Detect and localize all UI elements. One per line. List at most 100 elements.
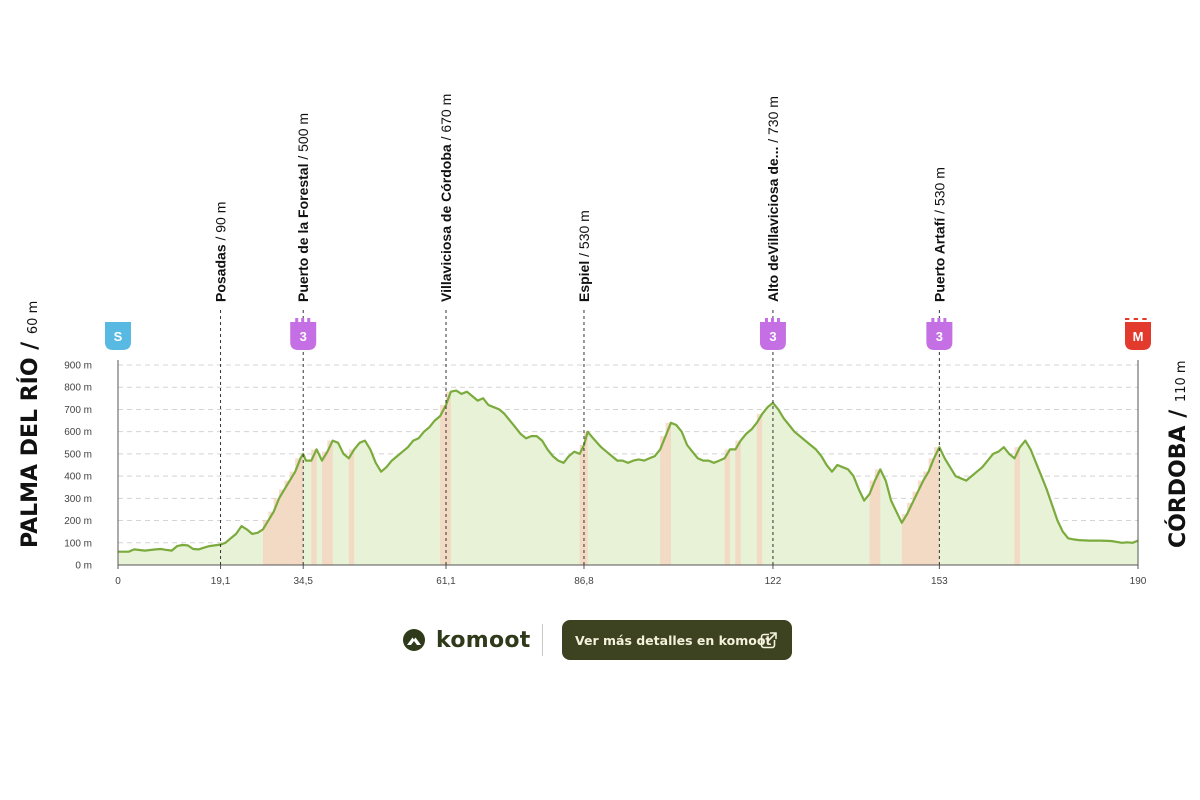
- steep-segment: [440, 405, 447, 565]
- y-tick-label: 800 m: [64, 383, 92, 394]
- brand-name: komoot: [436, 627, 531, 653]
- badge-finish: M: [1125, 318, 1151, 350]
- y-tick-label: 500 m: [64, 449, 92, 460]
- steep-segment: [907, 502, 913, 565]
- badge-climb: 3: [759, 318, 786, 350]
- view-details-button[interactable]: Ver más detalles en komoot: [562, 620, 792, 660]
- badge-crest: [770, 318, 774, 323]
- steep-segment: [923, 471, 929, 565]
- badge-shield: [1125, 322, 1151, 350]
- y-tick-label: 100 m: [64, 538, 92, 549]
- steep-segment: [583, 431, 588, 565]
- steep-segment: [348, 449, 355, 565]
- elevation-line: [118, 389, 1139, 553]
- badge-check: [1142, 318, 1147, 320]
- x-tick-label: 61,1: [436, 576, 456, 587]
- steep-segment: [300, 453, 304, 565]
- steep-segment: [268, 511, 274, 565]
- badge-check: [1138, 320, 1143, 322]
- y-tick-label: 200 m: [64, 516, 92, 527]
- badge-climb: 3: [926, 318, 953, 350]
- divider: [542, 624, 543, 656]
- x-tick-label: 153: [931, 576, 948, 587]
- endpoint-label: PALMA DEL RÍO / 60 m: [17, 301, 43, 548]
- badge-text: M: [1133, 329, 1144, 344]
- badge-check: [1129, 320, 1134, 322]
- waypoint-label: Puerto Artafí / 530 m: [931, 167, 947, 302]
- waypoints: Posadas / 90 m Puerto de la Forestal / 50…: [213, 94, 947, 565]
- badge-text: 3: [936, 329, 943, 344]
- badge-crest: [943, 318, 947, 323]
- badge-check: [1125, 318, 1130, 320]
- badge-start: S: [105, 322, 131, 350]
- waypoint-label: Posadas / 90 m: [213, 202, 229, 302]
- steep-segment: [262, 520, 269, 565]
- y-tick-label: 400 m: [64, 472, 92, 483]
- badge-text: S: [114, 329, 123, 344]
- steep-segment: [295, 458, 301, 565]
- steep-segment: [311, 449, 317, 565]
- elevation-area: [118, 390, 1138, 565]
- steep-segment: [579, 445, 584, 565]
- waypoint-label: Alto deVillaviciosa de... / 730 m: [765, 96, 781, 302]
- steep-segment: [665, 422, 671, 565]
- x-tick-label: 34,5: [293, 576, 313, 587]
- elevation-line-path: [118, 389, 1139, 553]
- x-tick-label: 19,1: [211, 576, 231, 587]
- steep-segment: [874, 469, 881, 565]
- endpoint-labels: PALMA DEL RÍO / 60 m CÓRDOBA / 110 m: [17, 301, 1191, 548]
- steep-segment: [917, 480, 924, 565]
- komoot-brand[interactable]: komoot: [402, 624, 531, 656]
- axes: 0 m 100 m 200 m 300 m 400 m 500 m 600 m 700 m 80…: [64, 360, 1147, 587]
- waypoint-label: Puerto de la Forestal / 500 m: [295, 113, 311, 302]
- steep-segment: [446, 391, 451, 565]
- steep-segment: [912, 491, 918, 565]
- badge-crest: [301, 318, 305, 323]
- waypoint-label: Villaviciosa de Córdoba / 670 m: [438, 94, 454, 302]
- badges: S 3 3 3 M: [105, 318, 1151, 350]
- badge-crest: [764, 318, 768, 323]
- badge-shield: [926, 322, 953, 350]
- y-tick-label: 0 m: [75, 561, 92, 572]
- steep-segment: [284, 480, 290, 565]
- waypoint-label: Espiel / 530 m: [576, 210, 592, 302]
- elevation-profile-chart: 0 m 100 m 200 m 300 m 400 m 500 m 600 m 700 m 80…: [17, 94, 1191, 587]
- badge-crest: [776, 318, 780, 323]
- y-tick-label: 600 m: [64, 427, 92, 438]
- steep-segment: [273, 498, 280, 565]
- badge-shield: [759, 322, 786, 350]
- steep-segment: [279, 489, 285, 565]
- steep-segment: [289, 471, 296, 565]
- badge-crest: [307, 318, 311, 323]
- external-link-icon: [760, 631, 778, 649]
- steep-segment: [327, 440, 333, 565]
- steep-segment: [660, 436, 666, 565]
- steep-segment: [901, 513, 908, 565]
- steep-segment: [934, 447, 940, 565]
- badge-check: [1133, 318, 1138, 320]
- komoot-logo-icon: [403, 629, 425, 651]
- y-tick-label: 300 m: [64, 494, 92, 505]
- steep-segment: [928, 458, 934, 565]
- x-tick-label: 86,8: [574, 576, 594, 587]
- badge-crest: [295, 318, 299, 323]
- badge-crest: [937, 318, 941, 323]
- elevation-area-fill: [118, 390, 1138, 565]
- badge-check: [1146, 320, 1151, 322]
- badge-text: 3: [769, 329, 776, 344]
- steep-segment: [756, 413, 763, 565]
- badge-shield: [105, 322, 131, 350]
- badge-climb: 3: [290, 318, 317, 350]
- badge-shield: [290, 322, 317, 350]
- view-details-label: Ver más detalles en komoot: [575, 632, 772, 648]
- badge-crest: [931, 318, 935, 323]
- steep-segment: [735, 440, 741, 565]
- x-tick-label: 0: [115, 576, 121, 587]
- y-tick-label: 700 m: [64, 405, 92, 416]
- endpoint-label: CÓRDOBA / 110 m: [1165, 360, 1191, 548]
- steep-segment: [724, 449, 730, 565]
- steep-segment: [869, 480, 875, 565]
- badge-text: 3: [300, 329, 307, 344]
- x-tick-label: 190: [1130, 576, 1147, 587]
- y-tick-label: 900 m: [64, 361, 92, 372]
